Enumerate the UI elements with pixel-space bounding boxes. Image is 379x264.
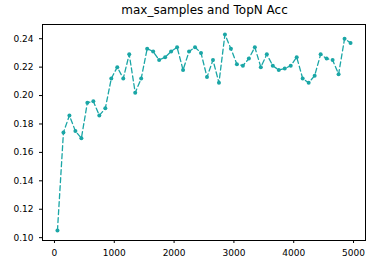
svg-text:2000: 2000 — [163, 248, 186, 258]
svg-text:0: 0 — [52, 248, 58, 258]
svg-text:1000: 1000 — [103, 248, 126, 258]
svg-text:0.14: 0.14 — [13, 176, 33, 186]
svg-text:0.12: 0.12 — [13, 204, 33, 214]
svg-text:0.10: 0.10 — [13, 233, 33, 243]
svg-text:0.22: 0.22 — [13, 62, 33, 72]
svg-text:0.18: 0.18 — [13, 119, 33, 129]
svg-text:5000: 5000 — [342, 248, 365, 258]
svg-text:3000: 3000 — [222, 248, 245, 258]
html-text:max_samples and TopN Acc: max_samples and TopN Acc — [121, 3, 288, 17]
svg-text:4000: 4000 — [282, 248, 305, 258]
svg-text:0.16: 0.16 — [13, 147, 33, 157]
svg-text:0.24: 0.24 — [13, 34, 33, 44]
svg-text:0.20: 0.20 — [13, 90, 33, 100]
